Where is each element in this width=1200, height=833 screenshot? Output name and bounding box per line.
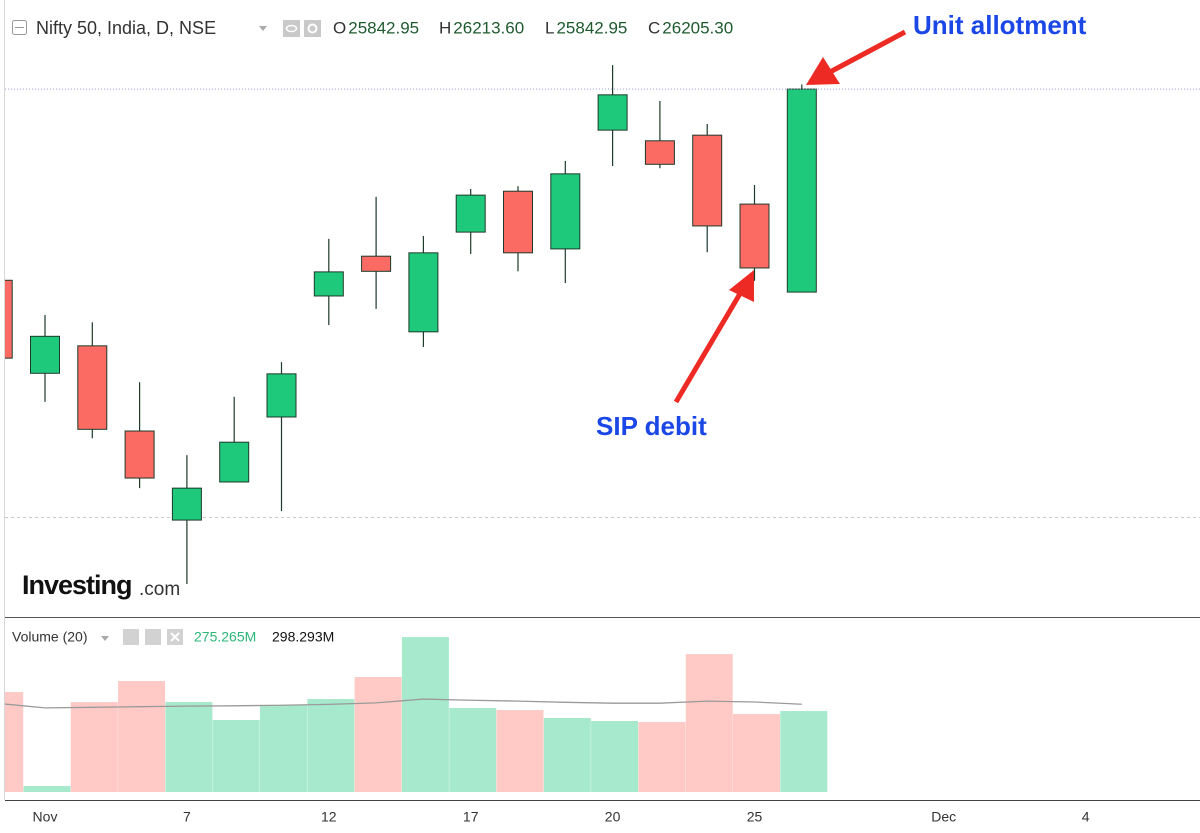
volume-dropdown[interactable] (101, 636, 109, 641)
legend-key: O (333, 18, 346, 37)
volume-bar (401, 637, 449, 792)
x-tick-label: 20 (605, 809, 621, 825)
legend-value: 26213.60 (453, 18, 524, 37)
legend-value: 25842.95 (348, 18, 419, 37)
x-tick-label: 4 (1082, 809, 1090, 825)
volume-ma-value: 298.293M (272, 629, 334, 645)
candle-body (313, 271, 344, 297)
eye-icon[interactable] (123, 629, 139, 645)
volume-bar (70, 702, 118, 792)
annotation: Unit allotment (913, 10, 1087, 40)
candle-body (5, 279, 13, 359)
legend-value: 26205.30 (662, 18, 733, 37)
volume-bar (212, 720, 260, 792)
x-tick-label: 17 (463, 809, 479, 825)
candle-body (30, 335, 60, 374)
candle-body (550, 173, 581, 250)
arrow-head (806, 57, 840, 85)
candle-body (219, 441, 250, 483)
x-axis: Nov 7 12 17 20 25 Dec 4 (33, 809, 1090, 825)
ohlc-legend: O 25842.95 H 26213.60 L 25842.95 C 26205.30 (333, 18, 733, 37)
x-tick-label: 12 (321, 809, 337, 825)
arrow-shaft (828, 29, 907, 75)
x-tick-label: 25 (747, 809, 763, 825)
volume-ma-line (5, 698, 802, 709)
volume-bar (354, 677, 402, 792)
close-x (170, 632, 180, 642)
candle-body (455, 194, 486, 233)
arrow-shaft (673, 290, 744, 404)
x-tick-label: 7 (183, 809, 191, 825)
candle-body (408, 252, 439, 333)
candle-body (692, 134, 723, 227)
legend-key: L (545, 18, 554, 37)
arrow-head (729, 270, 754, 302)
annotation: SIP debit (596, 411, 707, 441)
volume-bar (638, 722, 686, 792)
candle-body (644, 140, 675, 165)
arrows (673, 29, 907, 404)
volume-value: 275.265M (194, 629, 256, 645)
candle-body (266, 373, 297, 418)
candle-body (124, 430, 155, 479)
volume-bar (165, 702, 213, 792)
gear-shape (307, 23, 318, 34)
candle-body (786, 88, 817, 293)
watermark-suffix: .com (139, 579, 180, 600)
legend-key: H (439, 18, 451, 37)
volume-bar (733, 714, 780, 792)
volume-pane (5, 637, 828, 792)
volume-bar (449, 708, 497, 792)
volume-bar (685, 654, 733, 792)
volume-bar (260, 705, 307, 792)
symbol-dropdown[interactable] (259, 26, 267, 31)
volume-bar (496, 710, 544, 792)
watermark-brand: Investing (22, 570, 132, 600)
candle-body (739, 203, 770, 269)
settings-icon[interactable] (145, 629, 161, 645)
eye-shape (285, 24, 298, 33)
eye-icon[interactable] (283, 20, 300, 37)
candle-body (171, 487, 202, 521)
volume-bar (5, 692, 24, 792)
legend-key: C (648, 18, 660, 37)
volume-bar (543, 718, 591, 792)
volume-bar (307, 699, 355, 792)
candle-body (503, 190, 533, 254)
volume-bar (118, 681, 166, 792)
x-tick-label: Dec (931, 809, 956, 825)
candle-body (597, 94, 628, 131)
settings-icon[interactable] (304, 20, 321, 37)
volume-bar (780, 711, 828, 792)
volume-title: Volume (20) (12, 629, 87, 645)
symbol-title: Nifty 50, India, D, NSE (36, 18, 216, 38)
x-tick-label: Nov (33, 809, 58, 825)
candle-body (77, 345, 108, 430)
volume-bar (23, 786, 71, 792)
volume-bar (591, 721, 639, 792)
candle-body (361, 255, 392, 272)
price-pane (5, 65, 1200, 584)
legend-value: 25842.95 (556, 18, 627, 37)
